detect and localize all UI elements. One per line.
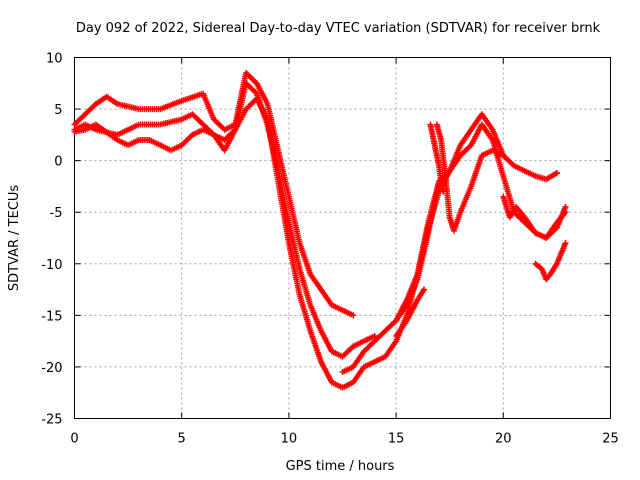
data-point [420, 286, 427, 293]
x-tick-label: 15 [388, 432, 405, 447]
plot-frame [74, 57, 611, 419]
y-tick-label: -10 [41, 258, 62, 273]
x-tick-label: 5 [178, 432, 186, 447]
series-track-3 [71, 95, 442, 391]
series-track-7 [500, 193, 569, 241]
y-tick-label: -25 [41, 413, 62, 428]
series-track-9 [427, 121, 447, 195]
y-tick-label: 0 [54, 155, 62, 170]
x-tick-label: 0 [70, 432, 78, 447]
series-track-5 [393, 121, 569, 324]
y-tick-label: -20 [41, 361, 62, 376]
series-track-2 [71, 80, 378, 360]
data-point [440, 188, 447, 195]
axis-ticks: 0 5 10 15 20 25 10 5 0 -5 -10 -15 -20 -25 [41, 52, 619, 447]
data-point [500, 152, 507, 159]
data-point [562, 209, 569, 216]
chart-title: Day 092 of 2022, Sidereal Day-to-day VTE… [76, 21, 601, 36]
data-marks [71, 69, 569, 391]
series-track-6 [433, 121, 507, 234]
y-tick-label: 5 [54, 103, 62, 118]
data-point [562, 204, 569, 211]
x-tick-label: 10 [281, 432, 298, 447]
y-tick-label: -15 [41, 309, 62, 324]
data-point [562, 240, 569, 247]
y-tick-label: -5 [50, 206, 63, 221]
y-axis-label: SDTVAR / TECUs [7, 185, 22, 292]
series-track-10 [393, 286, 427, 339]
x-tick-label: 20 [495, 432, 512, 447]
y-tick-label: 10 [46, 52, 63, 67]
series-track-8 [532, 240, 569, 283]
data-point [350, 312, 357, 319]
x-axis-label: GPS time / hours [286, 459, 395, 474]
data-point [553, 170, 560, 177]
x-tick-label: 25 [602, 432, 619, 447]
series-track-1 [71, 69, 357, 319]
